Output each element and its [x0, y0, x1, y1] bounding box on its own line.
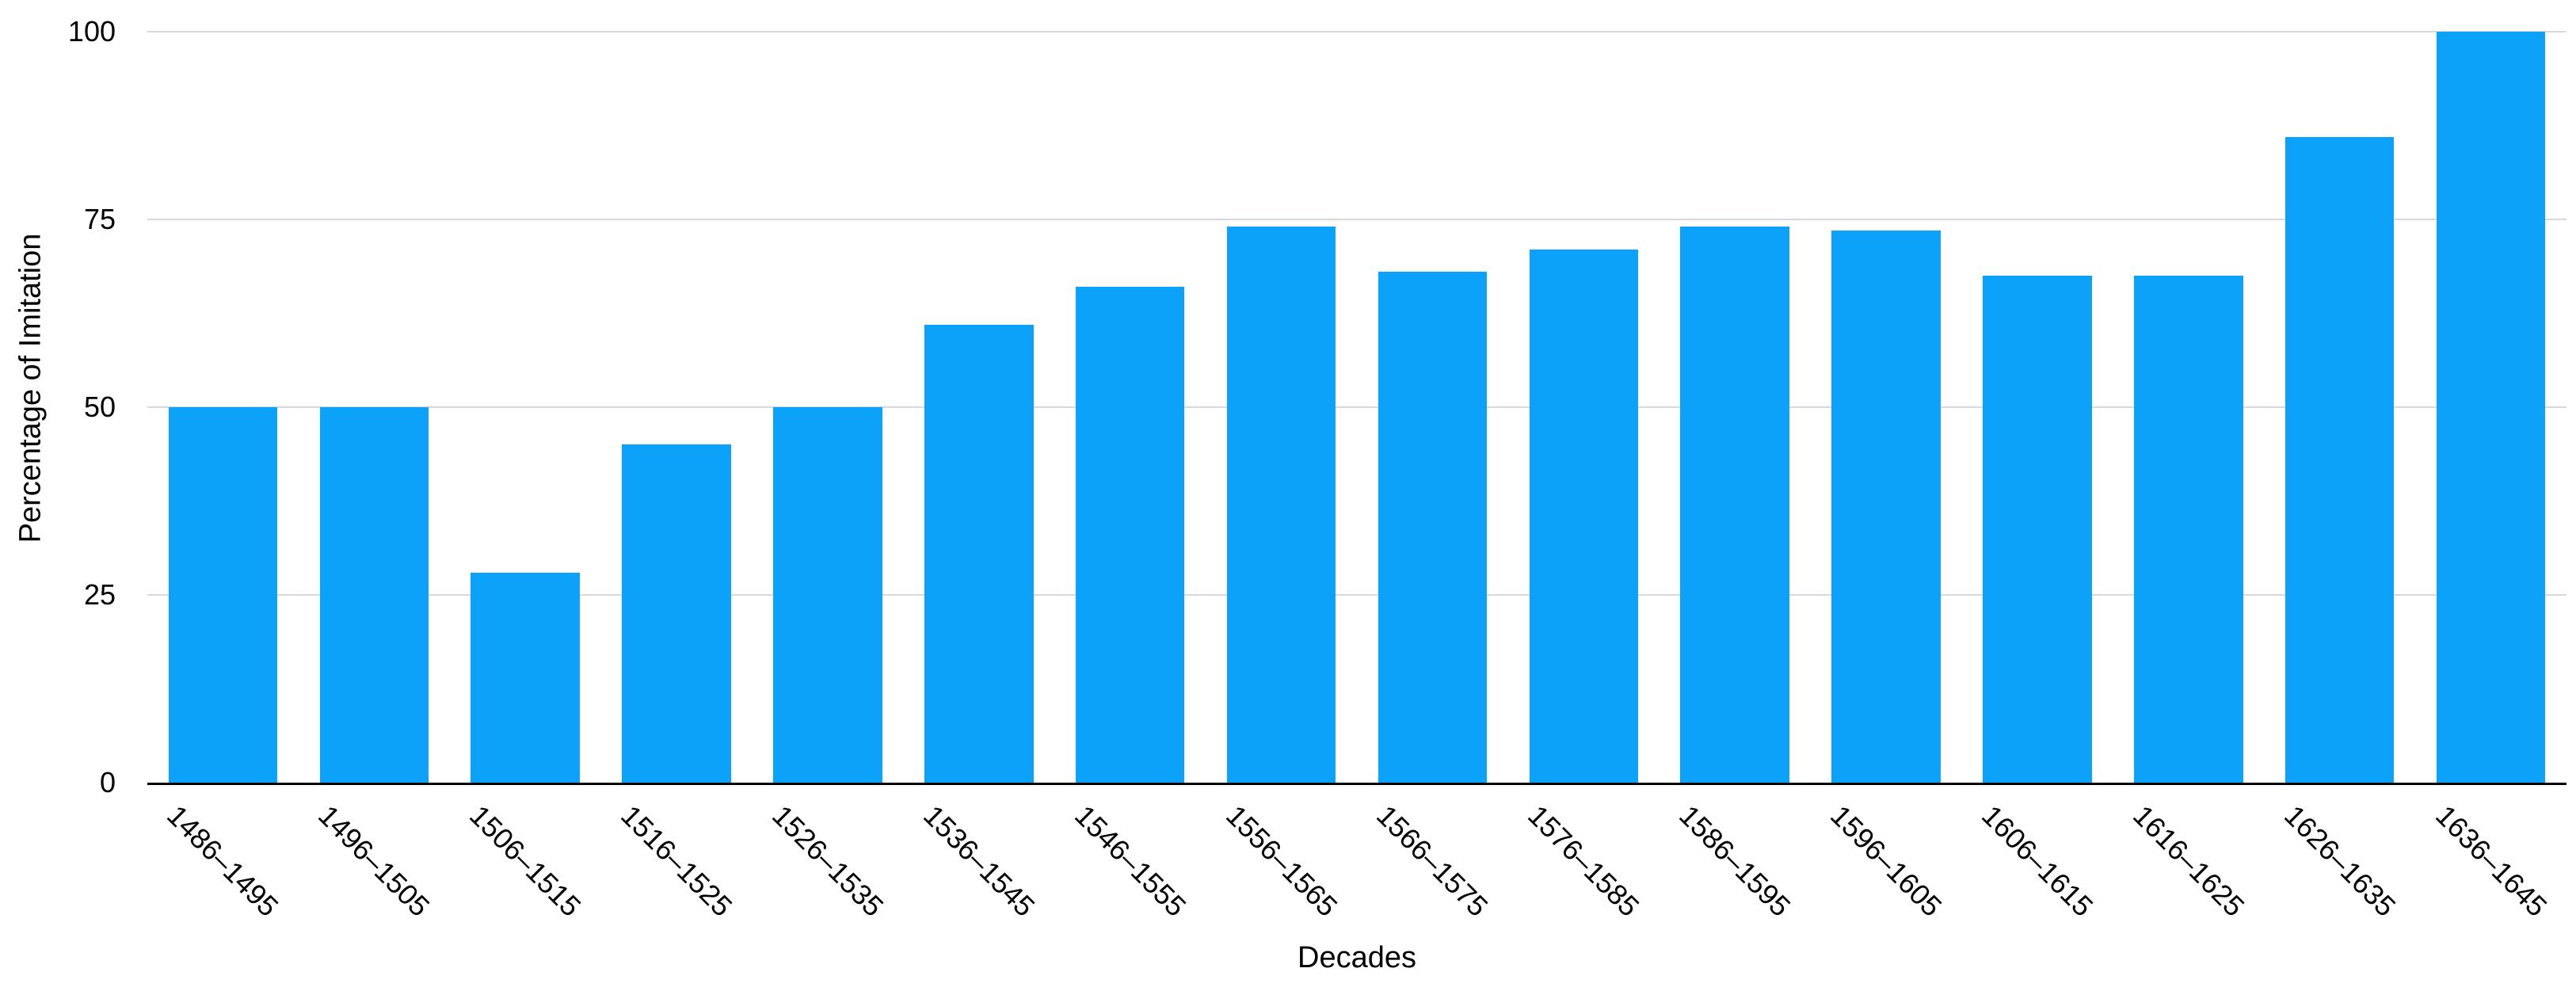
y-axis-title: Percentage of Imitation: [13, 233, 48, 543]
bar-slot: [1962, 32, 2113, 783]
bar-slot: [1206, 32, 1357, 783]
x-tick-label: 1536–1545: [916, 799, 1042, 923]
bar-1506–1515: [471, 572, 580, 783]
x-axis-title: Decades: [1298, 941, 1416, 974]
bar-1516–1525: [622, 444, 731, 783]
bar-1636–1645: [2436, 32, 2546, 783]
bar-slot: [1357, 32, 1508, 783]
gridline-50: [147, 406, 2566, 408]
gridline-25: [147, 594, 2566, 596]
y-tick-label: 0: [99, 766, 116, 799]
bar-1536–1545: [924, 324, 1034, 783]
bar-1486–1495: [168, 407, 278, 783]
bar-slot: [147, 32, 299, 783]
bar-slot: [1508, 32, 1660, 783]
x-tick-label: 1556–1565: [1219, 799, 1344, 923]
y-tick-label: 25: [83, 578, 116, 611]
bar-1586–1595: [1680, 227, 1789, 783]
x-tick-label: 1586–1595: [1673, 799, 1797, 923]
gridline-100: [147, 31, 2566, 32]
bar-slot: [299, 32, 450, 783]
plot-area: [147, 31, 2566, 785]
x-tick-label: 1486–1495: [161, 799, 285, 923]
bar-series: [147, 32, 2566, 783]
x-tick-label: 1506–1515: [463, 799, 588, 923]
bar-slot: [2113, 32, 2264, 783]
gridline-75: [147, 219, 2566, 220]
bar-slot: [601, 32, 753, 783]
bar-slot: [450, 32, 601, 783]
bar-slot: [2264, 32, 2415, 783]
y-tick-label: 100: [67, 15, 116, 48]
bar-slot: [1054, 32, 1206, 783]
bar-1566–1575: [1378, 272, 1488, 783]
y-tick-label: 75: [83, 203, 116, 235]
bar-1556–1565: [1226, 227, 1336, 783]
x-tick-label: 1596–1605: [1824, 799, 1949, 923]
bar-slot: [1811, 32, 1962, 783]
x-tick-label: 1576–1585: [1522, 799, 1646, 923]
bar-1526–1535: [773, 407, 882, 783]
x-tick-label: 1626–1635: [2277, 799, 2403, 923]
bar-slot: [753, 32, 904, 783]
x-tick-label: 1526–1535: [766, 799, 890, 923]
bar-1626–1635: [2284, 136, 2395, 783]
bar-1616–1625: [2134, 276, 2243, 783]
x-tick-label: 1516–1525: [615, 799, 739, 923]
bar-slot: [1660, 32, 1811, 783]
x-tick-label: 1636–1645: [2429, 799, 2554, 923]
x-tick-label: 1566–1575: [1370, 799, 1495, 923]
y-tick-label: 50: [83, 391, 116, 423]
x-tick-label: 1546–1555: [1068, 799, 1193, 923]
bar-slot: [2415, 32, 2566, 783]
bar-1546–1555: [1075, 287, 1185, 783]
x-tick-label: 1606–1615: [1976, 799, 2100, 923]
bar-1496–1505: [319, 407, 429, 783]
bar-1606–1615: [1983, 276, 2092, 783]
bar-1576–1585: [1529, 249, 1639, 783]
x-tick-label: 1616–1625: [2126, 799, 2251, 923]
bar-slot: [903, 32, 1054, 783]
x-tick-label: 1496–1505: [312, 799, 436, 923]
bar-1596–1605: [1831, 231, 1941, 783]
